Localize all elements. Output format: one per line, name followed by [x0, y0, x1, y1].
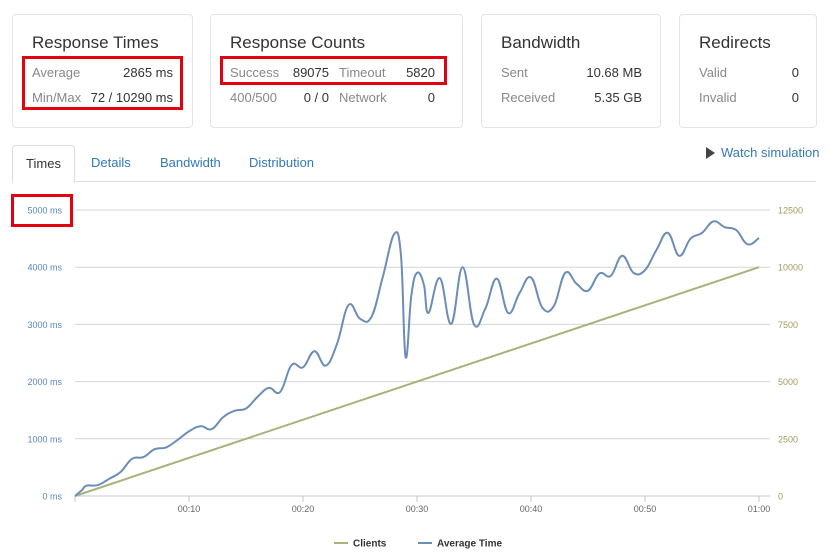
average-time-series-line: [74, 220, 760, 497]
clients-series-line: [74, 266, 760, 497]
min-max-label: Min/Max: [32, 90, 82, 105]
y-right-tick-label: 12500: [778, 206, 803, 216]
success-value: 89075: [292, 65, 329, 80]
status-400-500-value: 0 / 0: [303, 90, 329, 105]
watch-simulation-link[interactable]: Watch simulation: [706, 145, 820, 160]
legend-label: Clients: [353, 539, 387, 550]
y-right-tick-label: 0: [778, 492, 783, 502]
min-max-value: 72 / 10290 ms: [90, 90, 173, 105]
y-left-tick-label: 2000 ms: [27, 377, 62, 387]
success-label: Success: [230, 65, 280, 80]
x-tick-label: 00:40: [520, 504, 543, 514]
chart-tabs: Times Details Bandwidth Distribution: [12, 145, 816, 183]
y-right-tick-label: 10000: [778, 263, 803, 273]
network-label: Network: [339, 90, 387, 105]
sent-label: Sent: [501, 65, 528, 80]
invalid-value: 0: [791, 90, 799, 105]
watch-simulation-label: Watch simulation: [721, 145, 820, 160]
y-right-tick-label: 5000: [778, 377, 798, 387]
response-times-title: Response Times: [32, 33, 159, 52]
tab-times[interactable]: Times: [12, 145, 75, 183]
legend-label: Average Time: [437, 539, 502, 550]
highlight-box-response-times: [22, 56, 183, 110]
invalid-label: Invalid: [699, 90, 737, 105]
y-left-tick-label: 4000 ms: [27, 263, 62, 273]
tab-details[interactable]: Details: [91, 155, 131, 170]
x-tick-label: 00:20: [292, 504, 315, 514]
y-left-tick-label: 5000 ms: [27, 206, 62, 216]
network-value: 0: [427, 90, 435, 105]
valid-label: Valid: [699, 65, 727, 80]
received-label: Received: [501, 90, 556, 105]
average-value: 2865 ms: [123, 65, 173, 80]
x-tick-label: 00:30: [406, 504, 429, 514]
y-right-tick-label: 2500: [778, 434, 798, 444]
x-tick-label: 00:10: [178, 504, 201, 514]
tab-bandwidth[interactable]: Bandwidth: [160, 155, 221, 170]
y-left-tick-label: 3000 ms: [27, 320, 62, 330]
play-icon: [706, 146, 715, 159]
x-tick-label: 00:50: [634, 504, 657, 514]
response-counts-title: Response Counts: [230, 33, 366, 52]
average-label: Average: [32, 65, 81, 80]
x-tick-label: 01:00: [748, 504, 771, 514]
timeout-label: Timeout: [339, 65, 386, 80]
y-left-tick-label: 1000 ms: [27, 434, 62, 444]
bandwidth-card: Bandwidth Sent 10.68 MB Received 5.35 GB: [481, 14, 661, 128]
redirects-title: Redirects: [699, 33, 771, 52]
y-right-tick-label: 7500: [778, 320, 798, 330]
tab-distribution[interactable]: Distribution: [249, 155, 315, 170]
redirects-card: Redirects Valid 0 Invalid 0: [679, 14, 817, 128]
highlight-box-y-axis-max: [11, 194, 73, 227]
y-left-tick-label: 0 ms: [42, 492, 62, 502]
valid-value: 0: [791, 65, 799, 80]
bandwidth-title: Bandwidth: [501, 33, 581, 52]
response-counts-card: Response Counts Success 89075 Timeout 58…: [210, 14, 463, 128]
received-value: 5.35 GB: [594, 90, 642, 105]
timeout-value: 5820: [406, 65, 435, 80]
highlight-box-response-counts: [220, 56, 447, 85]
sent-value: 10.68 MB: [586, 65, 642, 80]
status-400-500-label: 400/500: [230, 90, 277, 105]
